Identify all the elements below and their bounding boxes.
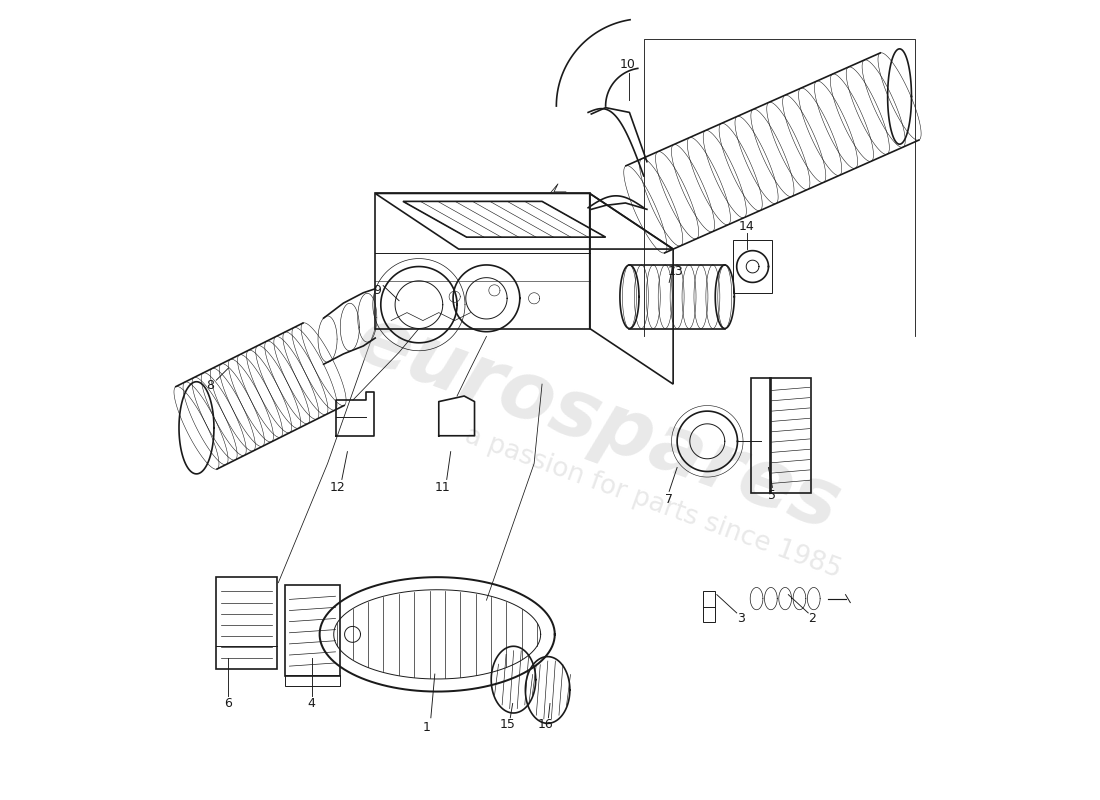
Text: 8: 8 (206, 379, 214, 392)
Bar (733, 240, 772, 293)
Text: 7: 7 (666, 493, 673, 506)
Bar (285, 675, 340, 686)
Text: 9: 9 (374, 284, 382, 297)
Text: 6: 6 (224, 697, 232, 710)
Text: 13: 13 (668, 265, 683, 278)
Text: a passion for parts since 1985: a passion for parts since 1985 (461, 423, 845, 584)
Text: 3: 3 (737, 612, 745, 625)
Text: 11: 11 (434, 481, 451, 494)
Text: 2: 2 (808, 612, 816, 625)
Bar (770, 378, 812, 493)
Text: 5: 5 (769, 489, 777, 502)
Text: eurospares: eurospares (345, 300, 850, 547)
Text: 10: 10 (620, 58, 636, 71)
Bar (751, 378, 771, 493)
Text: 4: 4 (308, 697, 316, 710)
Bar (217, 577, 277, 669)
Text: 12: 12 (330, 481, 345, 494)
Text: 16: 16 (538, 718, 554, 730)
Text: 14: 14 (739, 220, 755, 234)
Text: 1: 1 (422, 721, 431, 734)
Bar (703, 590, 715, 622)
Text: 15: 15 (500, 718, 516, 730)
